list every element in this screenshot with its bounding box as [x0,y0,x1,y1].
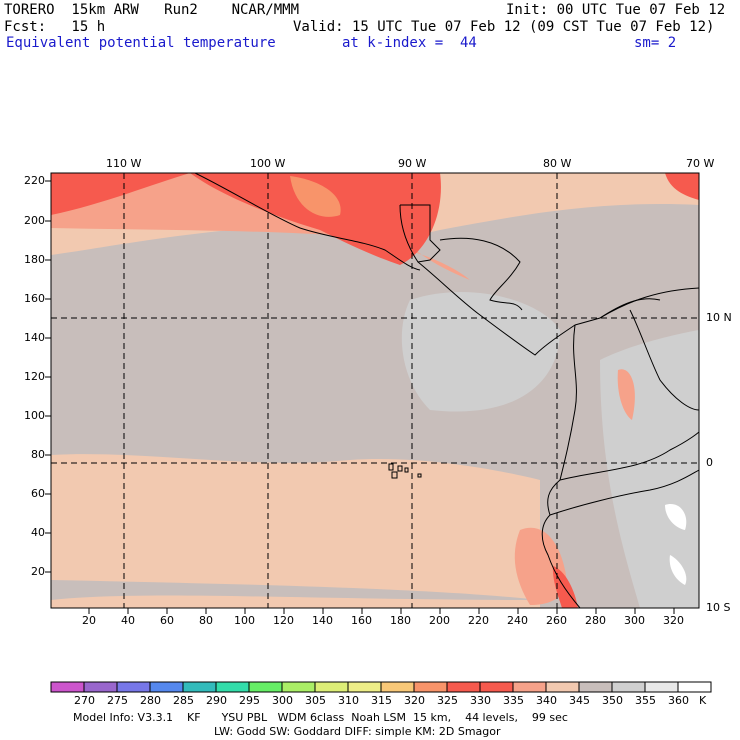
cbar-label-345: 345 [569,694,590,707]
coast-caribbean [439,237,523,311]
x-tick-300: 300 [624,614,645,627]
x-tick-40: 40 [121,614,135,627]
forecast-hour: Fcst: 15 h [4,19,106,35]
x-tick-120: 120 [273,614,294,627]
x-tick-60: 60 [160,614,174,627]
field-red-northeast [665,173,699,200]
border-peru [549,469,699,516]
field-fill [51,173,699,608]
field-white-patch-2 [669,555,687,585]
field-red-north [51,173,441,265]
lat-label-10s: 10 S [706,601,731,614]
cbar-label-285: 285 [173,694,194,707]
footer-physics: LW: Godd SW: Goddard DIFF: simple KM: 2D… [214,725,501,738]
y-tick-120: 120 [24,370,45,383]
cbar-label-320: 320 [404,694,425,707]
coast-colombia-west [541,324,581,608]
field-salmon-andes [617,369,635,420]
x-tick-180: 180 [390,614,411,627]
y-tick-200: 200 [24,214,45,227]
coast-centralamerica [417,261,661,356]
y-tick-100: 100 [24,409,45,422]
lon-label-90w: 90 W [398,157,427,170]
field-orange-patch [290,176,341,217]
lat-label-0: 0 [706,456,713,469]
lon-label-110w: 110 W [106,157,142,170]
field-white-patch-1 [665,504,687,530]
lon-label-100w: 100 W [250,157,286,170]
grid-lines [51,173,699,608]
x-tick-160: 160 [351,614,372,627]
y-tick-60: 60 [31,487,45,500]
cbar-label-290: 290 [206,694,227,707]
lon-label-80w: 80 W [543,157,572,170]
cbar-label-355: 355 [635,694,656,707]
y-tick-160: 160 [24,292,45,305]
k-index: at k-index = 44 [342,35,477,51]
x-tick-280: 280 [585,614,606,627]
lat-label-10n: 10 N [706,311,732,324]
field-tan-south [51,595,540,608]
cbar-label-350: 350 [602,694,623,707]
x-tick-260: 260 [546,614,567,627]
y-tick-220: 220 [24,174,45,187]
cbar-label-280: 280 [140,694,161,707]
border-colombia-venezuela [629,309,699,411]
field-name: Equivalent potential temperature [6,35,276,51]
cbar-label-300: 300 [272,694,293,707]
x-tick-240: 240 [507,614,528,627]
coast-mexico [194,173,421,271]
axis-tick-marks [45,180,675,614]
x-tick-80: 80 [199,614,213,627]
model-title: TORERO 15km ARW Run2 NCAR/MMM [4,2,300,18]
x-tick-200: 200 [429,614,450,627]
field-light-ocean [401,291,560,412]
map-frame [50,172,700,609]
cbar-label-330: 330 [470,694,491,707]
coastlines [194,173,699,608]
y-tick-40: 40 [31,526,45,539]
valid-time: Valid: 15 UTC Tue 07 Feb 12 (09 CST Tue … [293,19,715,35]
lon-label-70w: 70 W [686,157,715,170]
x-tick-320: 320 [663,614,684,627]
cbar-label-310: 310 [338,694,359,707]
cbar-label-270: 270 [74,694,95,707]
cbar-label-295: 295 [239,694,260,707]
cbar-label-360: 360 [668,694,689,707]
x-tick-20: 20 [82,614,96,627]
y-tick-140: 140 [24,331,45,344]
cbar-label-340: 340 [536,694,557,707]
border-colombia-ecuador [559,431,699,481]
cbar-label-315: 315 [371,694,392,707]
field-tan-band-mid [51,454,540,600]
y-tick-20: 20 [31,565,45,578]
coast-venezuela [599,287,699,319]
y-tick-80: 80 [31,448,45,461]
y-tick-180: 180 [24,253,45,266]
field-salmon-southamerica [514,527,567,605]
footer-model-info: Model Info: V3.3.1 KF YSU PBL WDM 6class… [73,711,568,724]
coast-galapagos [388,463,422,479]
x-tick-100: 100 [234,614,255,627]
cbar-unit: K [699,694,707,707]
init-time: Init: 00 UTC Tue 07 Feb 12 [506,2,726,18]
coast-guatemala-border [399,204,441,263]
smoothing: sm= 2 [634,35,677,51]
cbar-label-325: 325 [437,694,458,707]
x-tick-140: 140 [312,614,333,627]
cbar-label-335: 335 [503,694,524,707]
cbar-label-305: 305 [305,694,326,707]
cbar-label-275: 275 [107,694,128,707]
x-tick-220: 220 [468,614,489,627]
